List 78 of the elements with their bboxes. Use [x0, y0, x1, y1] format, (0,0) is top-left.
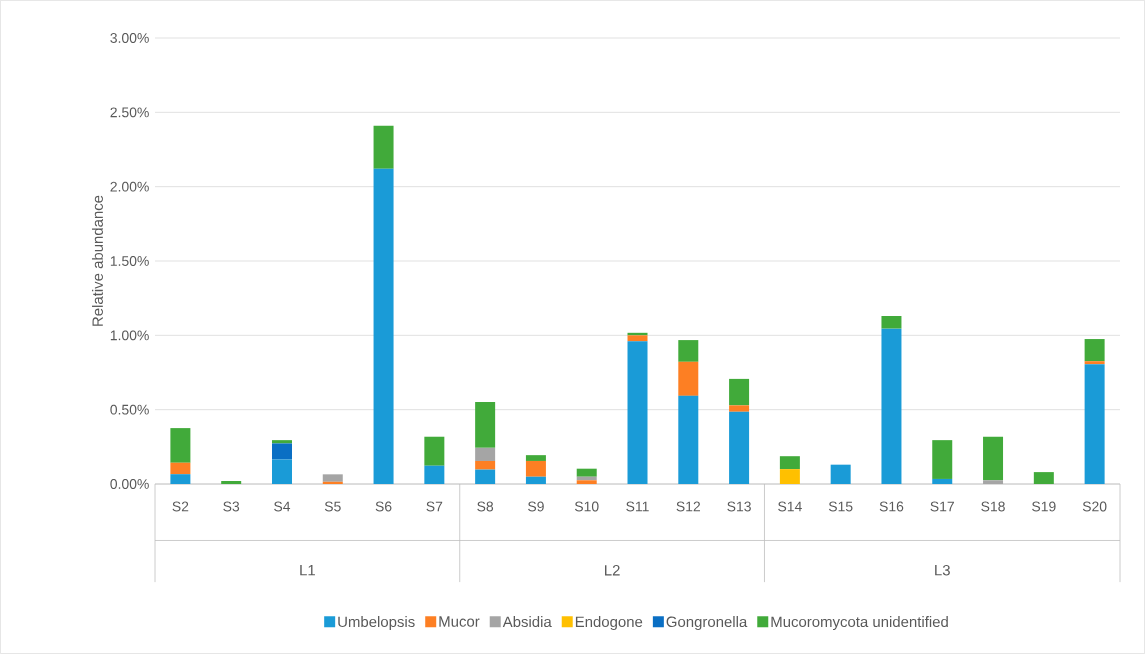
x-tick-label: S20 [1082, 501, 1107, 512]
bar [475, 447, 496, 461]
bar [576, 480, 597, 484]
y-tick-label: 1.00% [110, 330, 149, 341]
bar [271, 443, 292, 460]
bar [424, 465, 445, 484]
bar [932, 440, 953, 479]
bar [525, 476, 546, 484]
x-tick-label: S3 [223, 501, 240, 512]
x-tick-label: S7 [426, 501, 443, 512]
x-tick-label: S4 [274, 501, 291, 512]
bar [1033, 472, 1054, 484]
text: L1 [300, 565, 315, 576]
x-tick-label: S11 [626, 501, 649, 512]
legend-label: Umbelopsis [338, 616, 415, 631]
bar [525, 455, 546, 461]
x-tick-label: S10 [574, 501, 599, 512]
bar [881, 328, 902, 484]
bar [170, 428, 191, 463]
y-tick-label: 3.00% [110, 33, 149, 43]
legend-label: Mucoromycota unidentified [771, 616, 948, 631]
bar [373, 125, 394, 169]
x-tick-label: S16 [879, 501, 904, 512]
bar [424, 436, 445, 466]
bar [627, 341, 648, 484]
legend-label: Absidia [502, 616, 552, 628]
x-tick-label: S15 [828, 501, 853, 512]
x-tick-label: S12 [676, 501, 701, 512]
bar [678, 340, 699, 362]
legend-label: Gongronella [666, 616, 748, 631]
bar [830, 464, 851, 484]
y-tick-label: 1.50% [110, 256, 149, 266]
text: L2 [605, 565, 620, 576]
bar [881, 316, 902, 329]
bar [271, 440, 292, 444]
x-tick-label: S18 [981, 501, 1005, 512]
bar [729, 378, 750, 406]
x-tick-label: S19 [1032, 501, 1056, 512]
bar [576, 468, 597, 477]
y-tick-label: 0.00% [110, 479, 149, 489]
bar [678, 395, 699, 484]
y-tick-label: 0.50% [110, 404, 149, 415]
text: L3 [935, 564, 950, 576]
bar [322, 474, 343, 482]
x-tick-label: S5 [324, 501, 341, 512]
legend-label: Mucor [439, 616, 480, 627]
bar [779, 456, 800, 470]
y-tick-label: 2.50% [110, 107, 149, 118]
bar [475, 469, 496, 484]
x-tick-label: S8 [477, 501, 494, 512]
bar [678, 361, 699, 396]
bar [729, 405, 750, 412]
bar [1084, 364, 1105, 484]
bar [983, 436, 1004, 481]
x-tick-label: S14 [778, 501, 802, 512]
bar [1084, 361, 1105, 365]
y-tick-label: 2.00% [110, 181, 149, 192]
x-tick-label: S2 [172, 501, 189, 512]
legend-label: Endogone [575, 616, 643, 631]
bar [475, 460, 496, 470]
bar [932, 478, 953, 484]
x-tick-label: S13 [727, 501, 751, 512]
bar [170, 474, 191, 484]
bar [1084, 339, 1105, 362]
bar [627, 335, 648, 342]
x-tick-label: S6 [375, 501, 392, 512]
bar [729, 411, 750, 484]
bar [271, 459, 292, 484]
y-axis-title: Relative abundance [91, 195, 103, 326]
bar [525, 460, 546, 477]
bar [170, 462, 191, 475]
bar [475, 401, 496, 448]
x-tick-label: S17 [930, 501, 954, 512]
x-tick-label: S9 [528, 501, 544, 512]
bar [373, 168, 394, 484]
bar [779, 469, 800, 484]
bar [983, 480, 1004, 484]
bar [221, 481, 242, 484]
